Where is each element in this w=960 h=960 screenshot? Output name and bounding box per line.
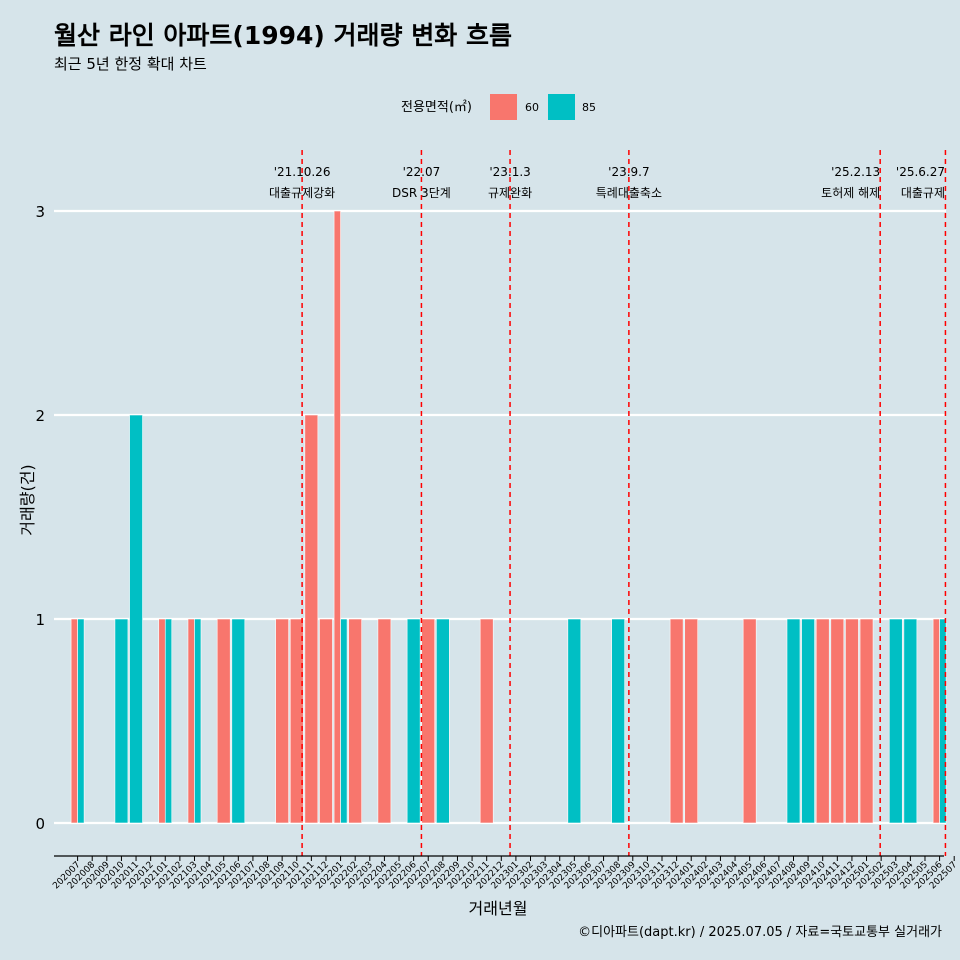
bar-60-202411 bbox=[830, 618, 845, 824]
legend-title: 전용면적(㎡) bbox=[401, 100, 472, 115]
bar-85-202408 bbox=[786, 618, 801, 824]
bar-60-202401 bbox=[684, 618, 699, 824]
bar-85-202011 bbox=[129, 414, 143, 824]
event-date-label: '22.07 bbox=[403, 165, 441, 179]
bar-60-202201 bbox=[333, 210, 341, 824]
y-tick-label: 3 bbox=[35, 203, 45, 221]
legend-swatch-85 bbox=[548, 94, 575, 120]
bar-85-202010 bbox=[114, 618, 129, 824]
y-axis-title: 거래량(건) bbox=[18, 464, 37, 535]
bar-60-202207 bbox=[421, 618, 436, 824]
bar-85-202305 bbox=[567, 618, 582, 824]
chart-subtitle: 최근 5년 한정 확대 차트 bbox=[54, 55, 207, 73]
event-name-label: 대출규제강화 bbox=[269, 186, 335, 200]
y-tick-label: 1 bbox=[35, 611, 45, 629]
event-name-label: 규제완화 bbox=[488, 186, 532, 200]
event-markers: '21.10.26 대출규제강화 '22.07 DSR 3단계 '23.1.3 규제완화 '… bbox=[269, 150, 947, 856]
bar-85-202103 bbox=[194, 618, 202, 824]
y-tick-label: 2 bbox=[35, 407, 45, 425]
bar-60-202506 bbox=[932, 618, 940, 824]
event-date-label: '25.6.27 bbox=[896, 165, 945, 179]
bar-60-202412 bbox=[845, 618, 859, 824]
event-date-label: '21.10.26 bbox=[274, 165, 331, 179]
bar-60-202405 bbox=[742, 618, 757, 824]
event-date-label: '23.9.7 bbox=[608, 165, 649, 179]
bar-60-202312 bbox=[669, 618, 684, 824]
legend-label-60: 60 bbox=[525, 101, 539, 114]
event-date-label: '25.2.13 bbox=[831, 165, 880, 179]
bars bbox=[70, 210, 947, 824]
bar-85-202308 bbox=[611, 618, 625, 824]
bar-60-202202 bbox=[348, 618, 362, 824]
bar-85-202106 bbox=[231, 618, 246, 824]
bar-85-202206 bbox=[406, 618, 421, 824]
legend: 전용면적(㎡) 60 85 bbox=[401, 94, 596, 120]
caption: ©디아파트(dapt.kr) / 2025.07.05 / 자료=국토교통부 실… bbox=[578, 925, 942, 940]
bar-60-202110 bbox=[289, 618, 304, 824]
legend-swatch-60 bbox=[490, 94, 517, 120]
bar-60-202103 bbox=[187, 618, 195, 824]
bar-60-202112 bbox=[319, 618, 333, 824]
bar-85-202409 bbox=[801, 618, 815, 824]
bar-85-202208 bbox=[436, 618, 450, 824]
bar-60-202105 bbox=[216, 618, 231, 824]
bar-60-202111 bbox=[304, 414, 319, 824]
bar-60-202211 bbox=[479, 618, 494, 824]
bar-85-202101 bbox=[164, 618, 173, 824]
bar-85-202503 bbox=[888, 618, 903, 824]
legend-label-85: 85 bbox=[582, 101, 596, 114]
event-date-label: '23.1.3 bbox=[489, 165, 530, 179]
x-axis-title: 거래년월 bbox=[469, 899, 528, 918]
chart-title: 월산 라인 아파트(1994) 거래량 변화 흐름 bbox=[54, 21, 512, 50]
bar-85-202007 bbox=[77, 618, 85, 824]
x-axis: 2020072020082020092020102020112020122021… bbox=[51, 855, 959, 891]
bar-60-202109 bbox=[275, 618, 289, 824]
y-tick-label: 0 bbox=[35, 815, 45, 833]
bar-60-202410 bbox=[815, 618, 830, 824]
bar-60-202204 bbox=[377, 618, 392, 824]
event-name-label: 토허제 해제 bbox=[821, 186, 880, 200]
bar-85-202201 bbox=[340, 618, 348, 824]
bar-85-202504 bbox=[903, 618, 918, 824]
event-name-label: 특례대출축소 bbox=[596, 186, 662, 200]
y-axis-ticks: 0 1 2 3 bbox=[35, 203, 45, 833]
bar-60-202501 bbox=[859, 618, 874, 824]
event-name-label: DSR 3단계 bbox=[392, 186, 451, 200]
bar-60-202101 bbox=[158, 618, 166, 824]
bar-60-202007 bbox=[70, 618, 78, 824]
event-name-label: 대출규제 bbox=[901, 186, 945, 200]
